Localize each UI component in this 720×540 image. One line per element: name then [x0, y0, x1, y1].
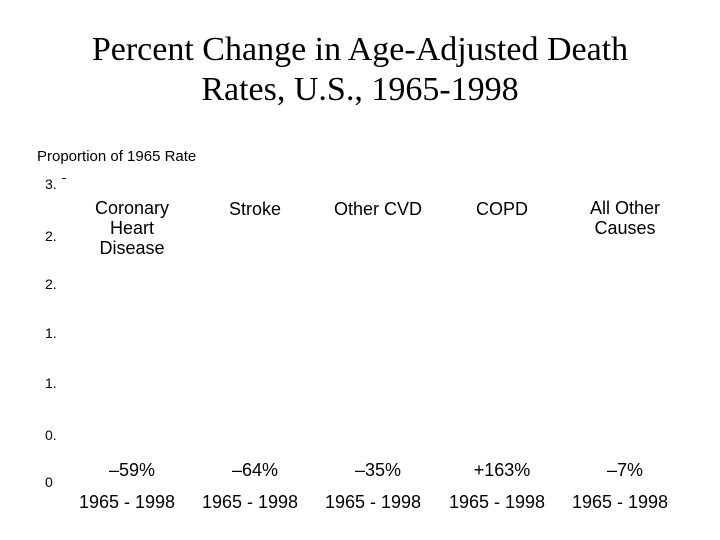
y-tick-mark	[62, 178, 66, 179]
percent-change-label: +163%	[473, 460, 531, 480]
category-label-other-cvd: Other CVD	[318, 199, 438, 219]
chart-title: Percent Change in Age-Adjusted Death Rat…	[0, 30, 720, 110]
category-label-all-other-causes: All Other Causes	[565, 198, 685, 238]
category-label-stroke: Stroke	[195, 199, 315, 219]
percent-change-label: –64%	[231, 460, 279, 480]
category-label-coronary-heart-disease: Coronary Heart Disease	[72, 198, 192, 258]
category-label-line: COPD	[475, 199, 528, 219]
category-label-line: Disease	[99, 238, 165, 258]
category-label-copd: COPD	[442, 199, 562, 219]
percent-change-label: –7%	[606, 460, 644, 480]
category-label-line: All Other	[589, 198, 661, 218]
category-label-line: Other CVD	[333, 199, 423, 219]
y-tick-label: 1.	[45, 375, 57, 391]
period-label: 1965 - 1998	[571, 492, 669, 512]
percent-change-label: –35%	[354, 460, 402, 480]
category-label-line: Heart	[109, 218, 154, 238]
y-tick-label: 0.	[45, 427, 57, 443]
chart-title-line2: Rates, U.S., 1965-1998	[201, 71, 519, 108]
period-label: 1965 - 1998	[78, 492, 176, 512]
bar-copd	[472, 217, 532, 480]
category-label-line: Stroke	[228, 199, 282, 219]
period-label: 1965 - 1998	[324, 492, 422, 512]
percent-change-label: –59%	[108, 460, 156, 480]
chart-title-line1: Percent Change in Age-Adjusted Death	[91, 31, 629, 68]
period-label: 1965 - 1998	[201, 492, 299, 512]
category-label-line: Coronary	[94, 198, 170, 218]
category-label-line: Causes	[594, 218, 656, 238]
y-tick-label: 3.	[45, 176, 57, 192]
y-axis-label: Proportion of 1965 Rate	[37, 148, 197, 165]
y-tick-label: 2.	[45, 276, 57, 292]
y-tick-label: 1.	[45, 325, 57, 341]
period-label: 1965 - 1998	[448, 492, 546, 512]
y-tick-label: 0	[45, 474, 53, 490]
y-tick-label: 2.	[45, 228, 57, 244]
